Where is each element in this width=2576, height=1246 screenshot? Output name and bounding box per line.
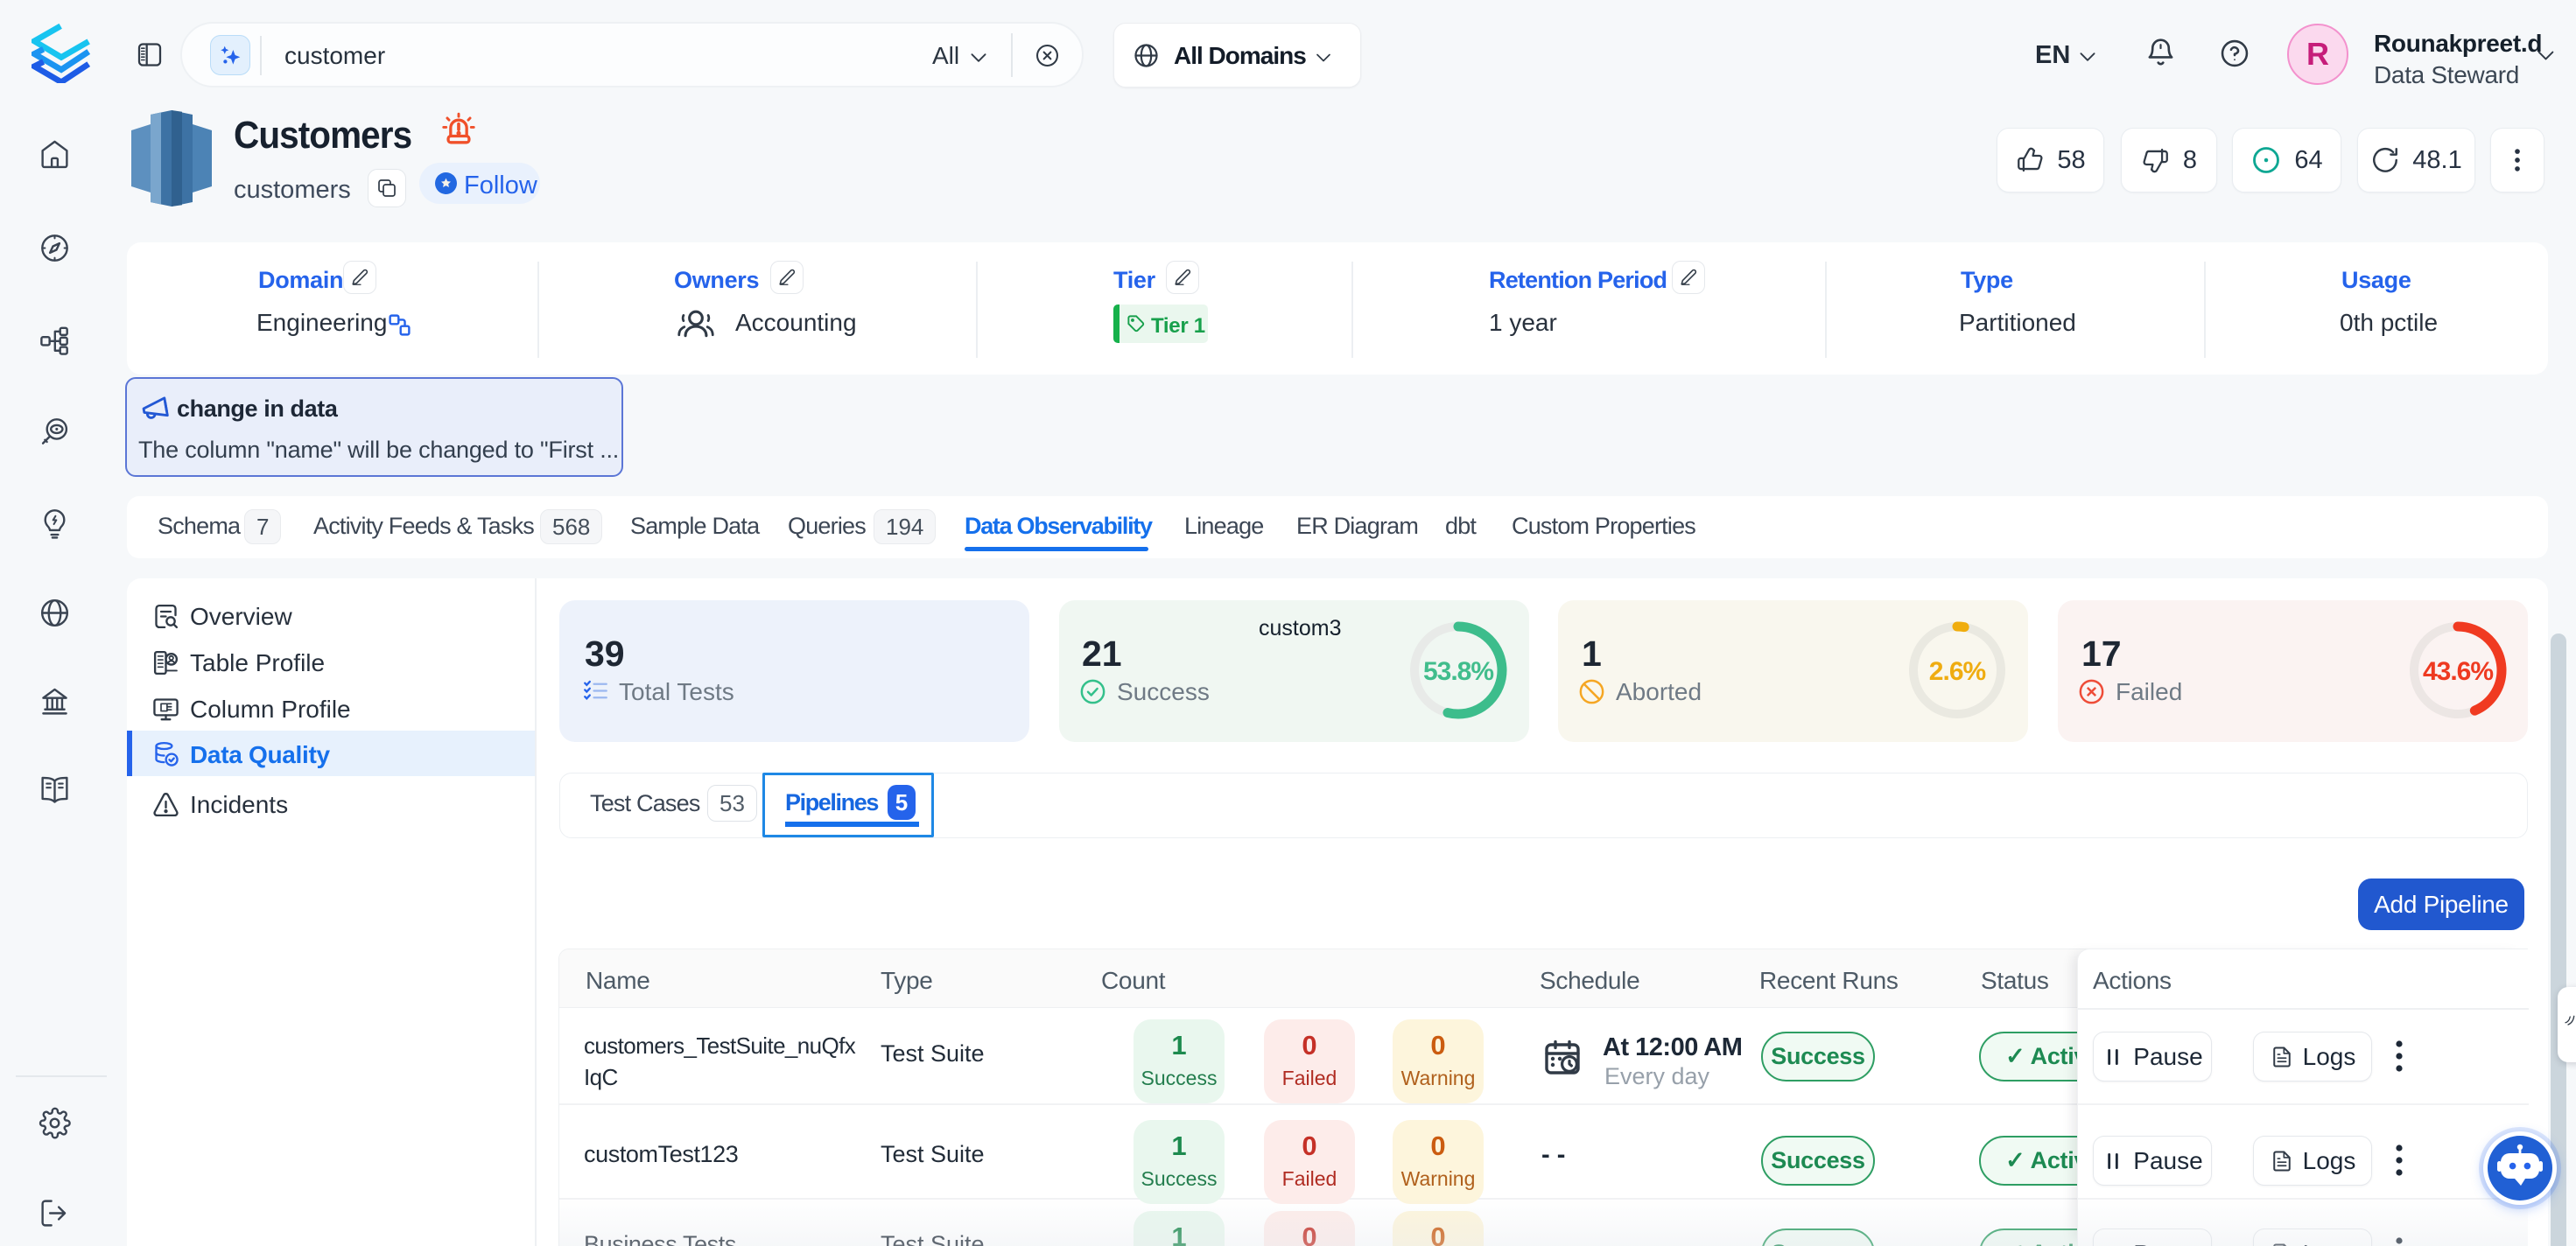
svg-text:2.6%: 2.6% xyxy=(1929,657,1986,686)
svg-text:43.6%: 43.6% xyxy=(2423,657,2493,686)
svg-text:53.8%: 53.8% xyxy=(1423,657,1493,686)
